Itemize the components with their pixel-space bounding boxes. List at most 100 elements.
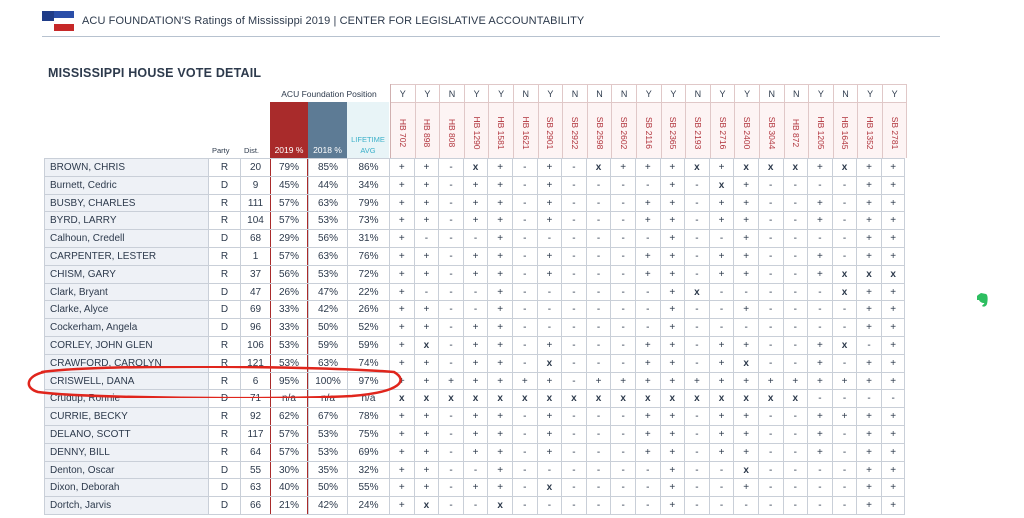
section-title: MISSISSIPPI HOUSE VOTE DETAIL <box>48 66 262 80</box>
vote-cell: x <box>708 390 734 408</box>
district-cell: 9 <box>240 176 270 194</box>
vote-cell: + <box>880 372 906 390</box>
score-2018-cell: 100% <box>308 372 347 390</box>
vote-cell: + <box>389 461 414 479</box>
vote-cell: + <box>659 372 685 390</box>
vote-cell: - <box>831 425 857 443</box>
district-cell: 104 <box>240 212 270 230</box>
score-2019-cell: 57% <box>270 194 308 212</box>
vote-cell: + <box>708 372 734 390</box>
lifetime-score-cell: 55% <box>347 479 389 497</box>
evernote-icon[interactable] <box>974 292 990 308</box>
vote-cell: + <box>389 301 414 319</box>
vote-cell: - <box>684 354 709 372</box>
vote-cell: - <box>610 443 635 461</box>
vote-cell: - <box>807 301 832 319</box>
vote-cell: + <box>856 479 881 497</box>
vote-cell: + <box>807 443 832 461</box>
vote-cell: + <box>856 301 881 319</box>
vote-cell: - <box>511 319 537 336</box>
vote-cell: + <box>389 319 414 336</box>
vote-cell: x <box>585 390 611 408</box>
table-row: Dortch, Jarvis D 66 21% 42% 24% + x - - x - - - - - - + - -… <box>44 497 906 515</box>
vote-cell: + <box>733 479 758 497</box>
vote-cell: - <box>708 283 734 301</box>
bill-header: HB 1352 <box>858 102 883 158</box>
vote-cell: - <box>831 247 857 265</box>
vote-cell: + <box>634 194 660 212</box>
vote-cell: + <box>880 301 906 319</box>
bill-header: SB 2901 <box>538 102 564 158</box>
vote-cell: - <box>757 265 783 283</box>
vote-cell: + <box>389 408 414 425</box>
vote-cell: + <box>462 354 488 372</box>
vote-cell: - <box>782 425 808 443</box>
vote-cell: + <box>536 336 562 354</box>
vote-cell: + <box>389 230 414 247</box>
position-cell: Y <box>858 84 883 102</box>
vote-cell: - <box>610 319 635 336</box>
vote-cell: + <box>389 176 414 194</box>
vote-cell: + <box>659 265 685 283</box>
vote-cell: + <box>413 443 439 461</box>
score-2019-cell: 79% <box>270 159 308 176</box>
bill-label: HB 1205 <box>815 116 826 150</box>
vote-cell: - <box>511 265 537 283</box>
vote-cell: - <box>708 479 734 497</box>
vote-cell: - <box>511 247 537 265</box>
legislator-name: CRAWFORD, CAROLYN <box>44 354 208 372</box>
vote-cell: x <box>561 390 586 408</box>
vote-cell: - <box>610 354 635 372</box>
vote-cell: - <box>733 497 758 514</box>
vote-cell: + <box>831 408 857 425</box>
vote-cell: - <box>634 461 660 479</box>
position-cell: Y <box>636 84 662 102</box>
vote-cell: - <box>561 336 586 354</box>
party-column-header: Party <box>212 146 230 155</box>
vote-cell: + <box>487 479 512 497</box>
vote-cell: - <box>634 283 660 301</box>
vote-cell: + <box>462 372 488 390</box>
score-2018-cell: 63% <box>308 354 347 372</box>
vote-cell: + <box>389 212 414 230</box>
vote-cell: - <box>585 425 611 443</box>
vote-cell: + <box>413 176 439 194</box>
vote-cell: - <box>561 461 586 479</box>
vote-cell: - <box>438 230 463 247</box>
vote-cell: + <box>462 425 488 443</box>
legislator-name: Dortch, Jarvis <box>44 497 208 514</box>
score-2018-cell: 42% <box>308 301 347 319</box>
vote-cell: - <box>585 408 611 425</box>
lifetime-score-cell: 75% <box>347 425 389 443</box>
bill-header: SB 2602 <box>612 102 637 158</box>
vote-cell: + <box>880 461 906 479</box>
legislator-name: DENNY, BILL <box>44 443 208 461</box>
district-cell: 66 <box>240 497 270 514</box>
vote-cell: + <box>413 425 439 443</box>
vote-cell: - <box>610 230 635 247</box>
district-cell: 20 <box>240 159 270 176</box>
vote-cell: x <box>487 390 512 408</box>
score-2019-cell: 33% <box>270 319 308 336</box>
vote-cell: - <box>733 319 758 336</box>
position-cell: N <box>833 84 859 102</box>
vote-cell: - <box>782 283 808 301</box>
legislator-name: Denton, Oscar <box>44 461 208 479</box>
vote-cell: - <box>807 230 832 247</box>
header-lifetime-score: LIFETIME AVG <box>347 102 389 158</box>
score-2018-cell: 50% <box>308 479 347 497</box>
vote-cell: - <box>585 176 611 194</box>
vote-cell: - <box>610 425 635 443</box>
vote-cell: - <box>757 247 783 265</box>
vote-cell: + <box>708 247 734 265</box>
vote-cell: - <box>807 461 832 479</box>
vote-cell: - <box>561 301 586 319</box>
party-cell: R <box>208 194 240 212</box>
table-row: BUSBY, CHARLES R 111 57% 63% 79% + + - + + - + - - - + + -… <box>44 194 906 213</box>
vote-cell: - <box>757 336 783 354</box>
vote-cell: + <box>856 461 881 479</box>
vote-cell: + <box>659 336 685 354</box>
vote-cell: - <box>585 265 611 283</box>
vote-cell: - <box>438 336 463 354</box>
party-cell: D <box>208 176 240 194</box>
